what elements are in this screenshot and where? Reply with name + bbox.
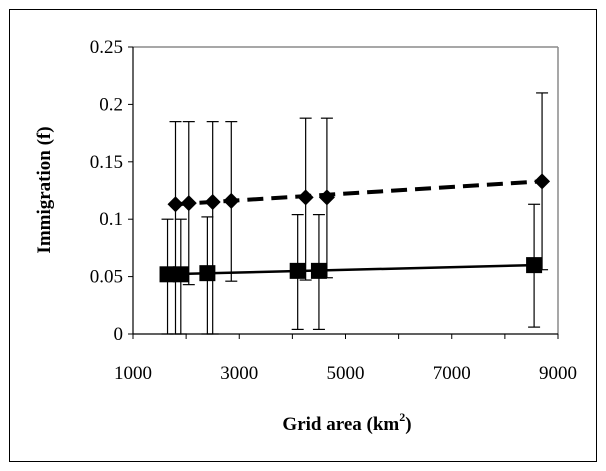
x-axis-title: Grid area (km2) — [282, 410, 411, 435]
series-0 — [167, 92, 551, 335]
error-bar — [169, 121, 182, 335]
data-point-diamond — [167, 196, 184, 213]
error-bar — [206, 121, 219, 335]
y-tick-label: 0.15 — [90, 152, 123, 173]
data-point-square — [289, 262, 306, 279]
x-tick-label: 1000 — [114, 363, 152, 384]
y-tick-labels: 0 0.05 0.1 0.15 0.2 0.25 — [90, 37, 123, 345]
x-tick-label: 9000 — [539, 363, 577, 384]
x-tick-labels: 1000 3000 5000 7000 9000 — [114, 363, 577, 384]
data-point-square — [310, 262, 327, 279]
y-tick-label: 0.2 — [99, 94, 123, 115]
y-tick-label: 0.05 — [90, 267, 123, 288]
chart-frame — [9, 9, 597, 462]
y-tick-label: 0 — [114, 324, 124, 345]
x-tick-label: 7000 — [433, 363, 471, 384]
data-point-square — [526, 257, 543, 274]
data-point-diamond — [318, 189, 335, 206]
chart-axes — [128, 46, 559, 339]
data-point-square — [199, 265, 216, 282]
data-point-diamond — [180, 195, 197, 212]
x-axis-title-superscript: 2 — [399, 410, 405, 424]
y-tick-label: 0.25 — [90, 37, 123, 58]
data-point-square — [159, 266, 176, 283]
series-1-trend-line — [167, 263, 535, 276]
data-point-diamond — [297, 189, 314, 206]
data-point-diamond — [223, 192, 240, 209]
series-layer — [159, 92, 551, 335]
x-tick-label: 3000 — [220, 363, 258, 384]
data-point-diamond — [204, 193, 221, 210]
series-1 — [159, 203, 543, 335]
x-tick-label: 5000 — [327, 363, 365, 384]
data-point-square — [172, 266, 189, 283]
y-axis-title: Immigration (f) — [34, 126, 55, 253]
x-axis-title-close: ) — [405, 414, 411, 435]
y-tick-label: 0.1 — [99, 209, 123, 230]
data-point-diamond — [534, 173, 551, 190]
